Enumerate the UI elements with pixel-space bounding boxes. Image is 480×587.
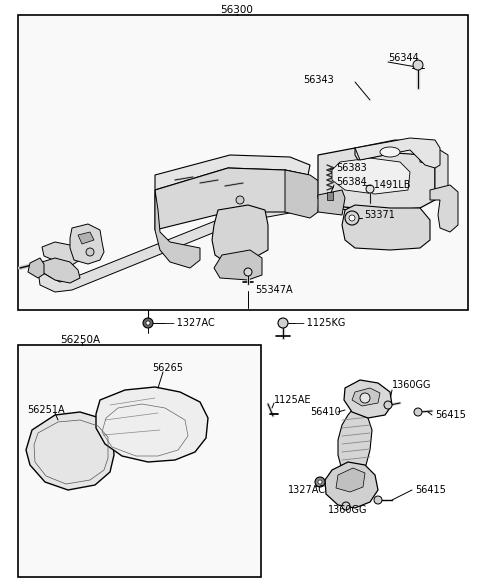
Text: 56300: 56300: [221, 5, 253, 15]
Polygon shape: [96, 387, 208, 462]
Circle shape: [318, 480, 322, 484]
Polygon shape: [342, 205, 430, 250]
Circle shape: [86, 248, 94, 256]
Circle shape: [146, 321, 150, 325]
Polygon shape: [78, 232, 94, 244]
Text: 56415: 56415: [435, 410, 466, 420]
Circle shape: [345, 211, 359, 225]
Text: — 1491LB: — 1491LB: [362, 180, 410, 190]
Polygon shape: [352, 388, 380, 406]
Bar: [18, 15, 468, 310]
Text: 56415: 56415: [415, 485, 446, 495]
Polygon shape: [42, 242, 80, 265]
Circle shape: [414, 408, 422, 416]
Polygon shape: [155, 168, 310, 230]
Circle shape: [278, 318, 288, 328]
Polygon shape: [70, 224, 104, 264]
Circle shape: [413, 60, 423, 70]
Polygon shape: [42, 258, 80, 283]
Text: — 1125KG: — 1125KG: [295, 318, 346, 328]
Circle shape: [315, 477, 325, 487]
Text: 1327AC: 1327AC: [288, 485, 326, 495]
Text: 56384: 56384: [336, 177, 367, 187]
Circle shape: [349, 215, 355, 221]
Text: 1125AE: 1125AE: [274, 395, 312, 405]
Circle shape: [236, 196, 244, 204]
Circle shape: [366, 185, 374, 193]
Polygon shape: [285, 170, 320, 218]
Circle shape: [143, 318, 153, 328]
Polygon shape: [28, 258, 44, 278]
Polygon shape: [430, 185, 458, 232]
Polygon shape: [325, 462, 378, 508]
Text: 56250A: 56250A: [60, 335, 100, 345]
Circle shape: [360, 393, 370, 403]
Text: 56343: 56343: [303, 75, 334, 85]
Polygon shape: [355, 140, 438, 160]
Polygon shape: [26, 412, 114, 490]
Circle shape: [384, 401, 392, 409]
Bar: [18, 345, 261, 577]
Polygon shape: [327, 192, 333, 200]
Polygon shape: [212, 205, 268, 262]
Text: 53371: 53371: [364, 210, 395, 220]
Polygon shape: [338, 410, 372, 475]
Polygon shape: [332, 158, 410, 194]
Text: 56410: 56410: [310, 407, 341, 417]
Text: 1360GG: 1360GG: [392, 380, 432, 390]
Ellipse shape: [380, 147, 400, 157]
Circle shape: [374, 496, 382, 504]
Polygon shape: [355, 138, 440, 168]
Circle shape: [342, 502, 350, 510]
Polygon shape: [420, 150, 448, 200]
Text: — 1327AC: — 1327AC: [165, 318, 215, 328]
Polygon shape: [155, 190, 200, 268]
Polygon shape: [214, 250, 262, 280]
Text: 56265: 56265: [152, 363, 183, 373]
Text: 56251A: 56251A: [27, 405, 65, 415]
Polygon shape: [38, 196, 370, 292]
Text: 55347A: 55347A: [255, 285, 293, 295]
Circle shape: [244, 268, 252, 276]
Polygon shape: [318, 190, 345, 215]
Text: 1360GG: 1360GG: [328, 505, 368, 515]
Polygon shape: [155, 155, 310, 190]
Polygon shape: [344, 380, 392, 418]
Text: 56344: 56344: [388, 53, 419, 63]
Polygon shape: [336, 468, 365, 492]
Polygon shape: [318, 148, 435, 210]
Text: 56383: 56383: [336, 163, 367, 173]
